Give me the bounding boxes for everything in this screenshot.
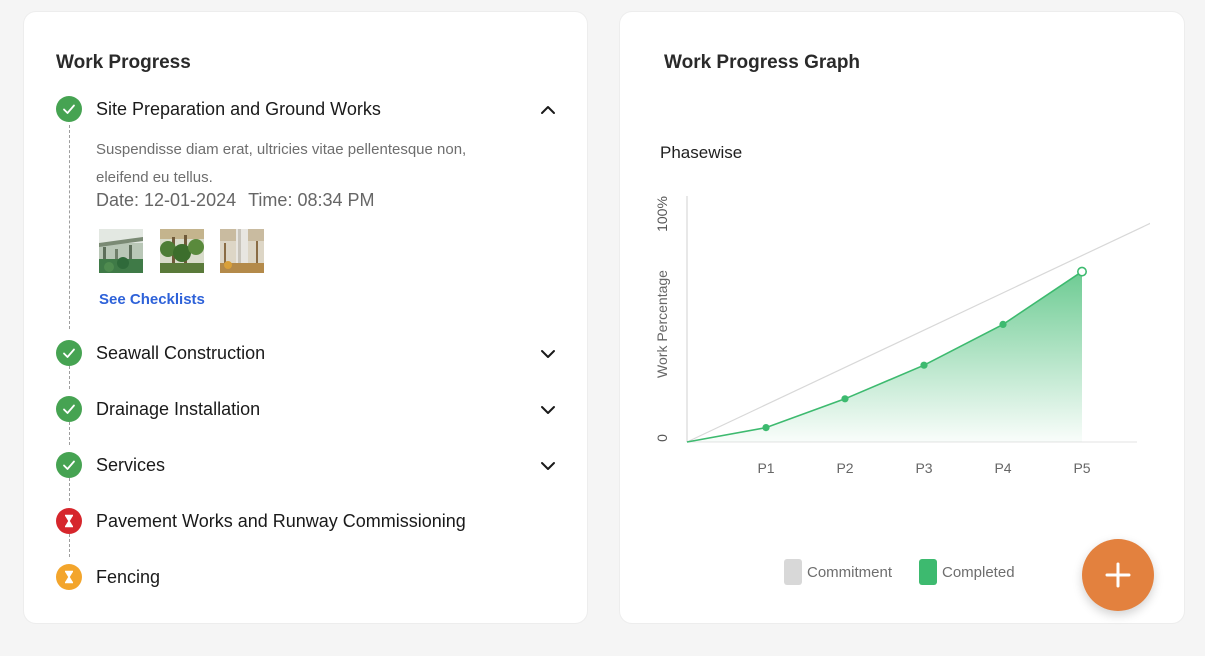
- chevron-down-icon[interactable]: [540, 458, 556, 474]
- phase-drainage-installation[interactable]: Drainage Installation: [56, 396, 560, 424]
- work-progress-title: Work Progress: [56, 52, 191, 73]
- completed-line: [686, 270, 1083, 443]
- check-icon: [56, 452, 82, 478]
- commitment-line: [686, 222, 1150, 443]
- y-tick-label: 0: [654, 434, 670, 442]
- phase-site-preparation[interactable]: Site Preparation and Ground Works: [56, 96, 560, 124]
- check-icon: [56, 96, 82, 122]
- phase-services[interactable]: Services: [56, 452, 560, 480]
- completed-data-point: [762, 424, 770, 432]
- completed-data-point: [841, 395, 849, 403]
- hourglass-icon: [56, 564, 82, 590]
- legend-swatch: [784, 559, 802, 585]
- timeline-connector: [69, 125, 70, 329]
- legend-swatch: [919, 559, 937, 585]
- graph-subtitle: Phasewise: [660, 143, 743, 162]
- y-axis-label: Work Percentage: [654, 270, 670, 378]
- phase-time: Time: 08:34 PM: [248, 190, 375, 210]
- timeline-connector: [69, 366, 70, 389]
- work-progress-graph-card: Work Progress Graph Phasewise P1 P2 P3 P4 P5…: [620, 12, 1184, 623]
- check-icon: [56, 396, 82, 422]
- chevron-down-icon[interactable]: [540, 346, 556, 362]
- add-button[interactable]: [1082, 539, 1154, 611]
- site-photo-thumbnail[interactable]: [220, 229, 264, 273]
- see-checklists-link[interactable]: See Checklists: [99, 291, 205, 308]
- completed-data-point: [1076, 266, 1087, 277]
- completed-data-point: [999, 320, 1007, 328]
- phase-datetime: Date: 12-01-2024 Time: 08:34 PM: [96, 190, 387, 211]
- site-photo-thumbnail[interactable]: [160, 229, 204, 273]
- phase-name: Pavement Works and Runway Commissioning: [96, 511, 466, 531]
- timeline-connector: [69, 422, 70, 445]
- chevron-down-icon[interactable]: [540, 402, 556, 418]
- legend-label: Completed: [942, 563, 1015, 581]
- phase-seawall-construction[interactable]: Seawall Construction: [56, 340, 560, 368]
- hourglass-icon: [56, 508, 82, 534]
- x-tick-label: P2: [836, 460, 853, 476]
- phase-fencing[interactable]: Fencing: [56, 564, 560, 592]
- legend-commitment: Commitment: [784, 559, 892, 585]
- y-tick-label: 100%: [654, 196, 670, 232]
- phase-name: Services: [96, 455, 166, 475]
- phase-name: Fencing: [96, 567, 161, 587]
- legend-completed: Completed: [919, 559, 1015, 585]
- phase-date: Date: 12-01-2024: [96, 190, 237, 210]
- timeline-connector: [69, 534, 70, 557]
- x-tick-label: P3: [915, 460, 932, 476]
- x-tick-label: P4: [994, 460, 1011, 476]
- x-tick-label: P1: [757, 460, 774, 476]
- completed-area: [687, 271, 1082, 442]
- work-progress-chart: P1P2P3P4P5P60100%Work Percentage: [654, 196, 1150, 476]
- graph-title: Work Progress Graph: [664, 52, 861, 73]
- phase-name: Site Preparation and Ground Works: [96, 99, 381, 119]
- plus-icon: [1105, 562, 1131, 588]
- phase-name: Drainage Installation: [96, 399, 261, 419]
- phase-name: Seawall Construction: [96, 343, 266, 363]
- phase-description: Suspendisse diam erat, ultricies vitae p…: [96, 141, 467, 186]
- site-photo-thumbnail[interactable]: [99, 229, 143, 273]
- completed-data-point: [920, 361, 928, 369]
- chevron-up-icon[interactable]: [540, 102, 556, 118]
- x-tick-label: P5: [1073, 460, 1090, 476]
- work-progress-card: Work Progress Site Preparation and Groun…: [24, 12, 587, 623]
- legend-label: Commitment: [807, 563, 893, 581]
- phase-pavement-works[interactable]: Pavement Works and Runway Commissioning: [56, 508, 560, 536]
- check-icon: [56, 340, 82, 366]
- timeline-connector: [69, 478, 70, 501]
